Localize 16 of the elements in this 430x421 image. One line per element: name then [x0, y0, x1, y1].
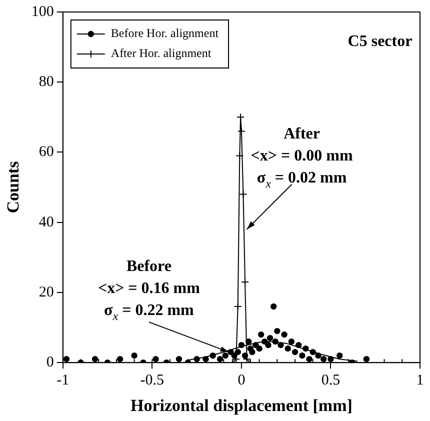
x-tick-label: 0: [238, 372, 246, 389]
y-tick-label: 0: [46, 354, 54, 371]
y-tick-label: 60: [38, 144, 54, 160]
y-tick-label: 20: [38, 284, 54, 300]
x-axis-title: Horizontal displacement [mm]: [130, 396, 352, 416]
x-tick-label: -1: [56, 372, 70, 389]
y-tick-label: 80: [38, 74, 54, 90]
x-tick-label: 1: [416, 372, 424, 389]
legend-label: After Hor. alignment: [110, 46, 212, 60]
x-tick-label: 0.5: [321, 372, 340, 389]
y-tick-label: 100: [31, 4, 54, 20]
legend-label: Before Hor. alignment: [110, 26, 220, 40]
annotation: C5 sector: [348, 33, 412, 50]
y-axis-title: Counts: [4, 160, 23, 214]
y-tick-label: 40: [38, 214, 54, 230]
x-tick-label: -0.5: [140, 372, 164, 389]
